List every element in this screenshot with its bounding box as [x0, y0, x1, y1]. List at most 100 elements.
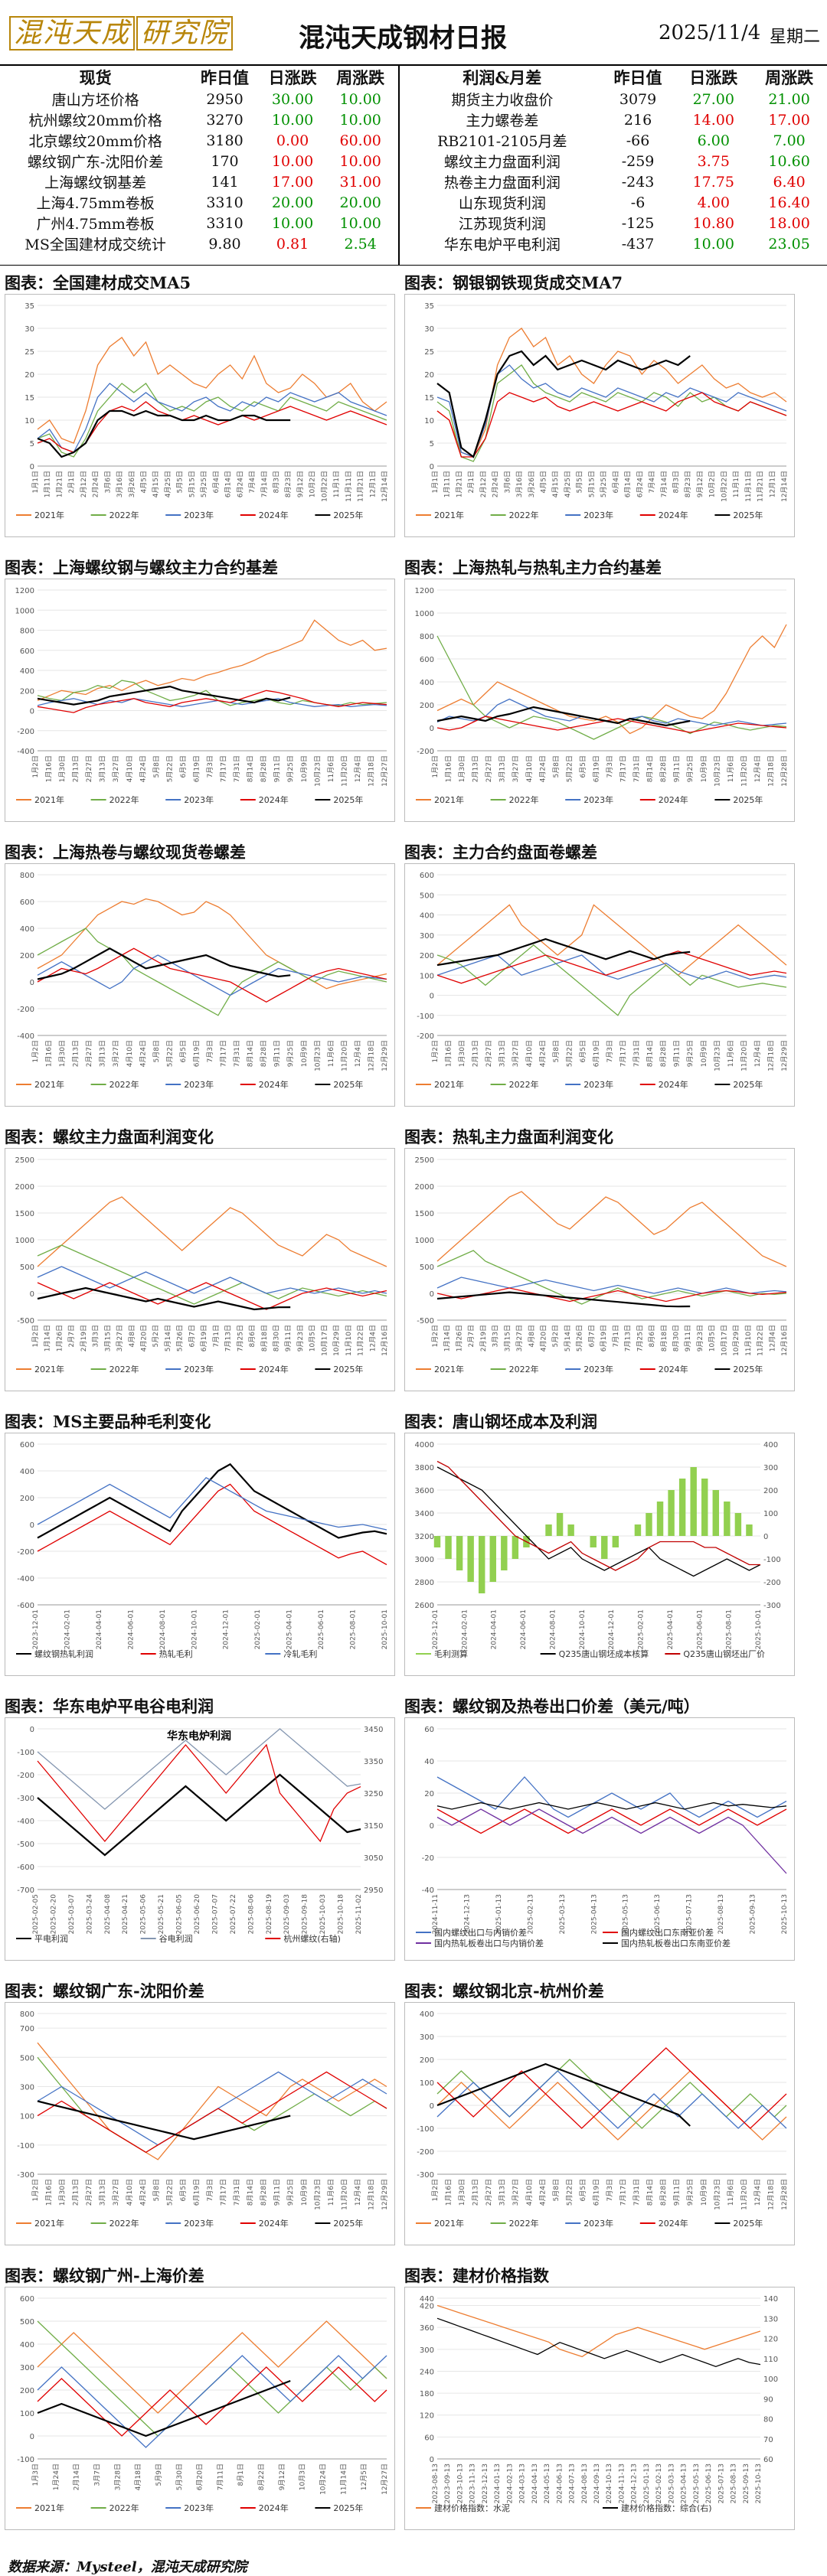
profit-cell: 主力螺卷差	[466, 112, 539, 129]
y-tick-label: 800	[20, 628, 34, 636]
chart-title: 图表：唐山钢坯成本及利润	[404, 1412, 597, 1431]
x-tick-label: 10月23日	[713, 755, 721, 787]
x-tick-label: 10月5日	[708, 1325, 717, 1352]
y-tick-label: 1000	[415, 1237, 434, 1245]
y-tick-label: -100	[417, 2125, 434, 2134]
series-line-4	[37, 947, 291, 980]
x-tick-label: 6月14日	[224, 471, 233, 497]
x-tick-label: 9月12日	[696, 471, 704, 497]
x-tick-label: 2月14日	[73, 2464, 81, 2490]
x-tick-label: 1月24日	[52, 2464, 60, 2490]
y-tick-label: -300	[417, 2171, 434, 2180]
series-line-0	[436, 328, 787, 458]
series-line-3	[436, 392, 787, 458]
y-tick-label: 200	[20, 1495, 34, 1503]
y-tick-label: 600	[20, 1441, 34, 1449]
x-tick-label: 5月8日	[152, 1040, 161, 1062]
profit-cell: 10.60	[768, 152, 810, 170]
y-tick-label: 300	[20, 2083, 34, 2092]
x-tick-label: 2025-08-13	[717, 1894, 725, 1934]
x-tick-label: 7月3日	[206, 755, 214, 778]
y-tick-label: 0	[30, 1521, 34, 1530]
x-tick-label: 2025-08-01	[726, 1609, 734, 1649]
x-tick-label: 5月8日	[552, 1040, 561, 1062]
x-tick-label: 2025-09-13	[743, 2464, 750, 2503]
x-tick-label: 3月27日	[515, 1325, 524, 1352]
x-tick-label: 8月6日	[248, 1325, 257, 1347]
y2-tick-label: 300	[763, 1464, 778, 1472]
x-tick-label: 8月28日	[260, 2179, 268, 2206]
x-tick-label: 6月19日	[592, 755, 600, 782]
bar-mark	[478, 1536, 485, 1593]
legend-label: 2022年	[509, 510, 539, 520]
x-tick-label: 2月27日	[85, 2179, 93, 2206]
x-tick-label: 10月17日	[320, 1325, 329, 1356]
bar-mark	[445, 1536, 452, 1559]
x-tick-label: 3月15日	[503, 1325, 512, 1352]
chart-title: 图表：上海热卷与螺纹现货卷螺差	[5, 843, 246, 862]
legend-label: 2024年	[659, 794, 688, 805]
x-tick-label: 2月24日	[492, 471, 500, 497]
series-line-1	[436, 1250, 787, 1305]
x-tick-label: 12月27日	[381, 755, 389, 787]
x-tick-label: 7月31日	[233, 2179, 241, 2206]
profit-cell: 21.00	[768, 90, 810, 108]
x-tick-label: 4月5日	[140, 471, 149, 493]
x-tick-label: 1月14日	[44, 1325, 52, 1352]
series-line-2	[436, 2070, 787, 2129]
x-tick-label: 6月7日	[188, 1325, 196, 1347]
x-tick-label: 2025-03-24	[86, 1894, 93, 1935]
x-tick-label: 9月25日	[286, 2179, 295, 2206]
x-tick-label: 12月18日	[767, 1040, 775, 1071]
x-tick-label: 7月14日	[260, 471, 269, 497]
series-line-0	[436, 1776, 787, 1818]
chart-title: 图表：上海热轧与热轧主力合约基差	[404, 558, 662, 577]
bar-mark	[656, 1502, 664, 1536]
chart-panel-c5: 图表：上海热卷与螺纹现货卷螺差 -400 -200 0 200 400 600 800 1月2日…	[0, 837, 398, 1113]
table-row: 期货主力收盘价 3079 27.00 21.00	[404, 89, 827, 109]
x-tick-label: 3月27日	[112, 2179, 120, 2206]
chart-frame: -700 -600 -500 -400 -300 -200 -100 0 2950 3050 315…	[5, 1717, 395, 1961]
series-line-2	[37, 383, 387, 453]
x-tick-label: 10月17日	[720, 1325, 728, 1356]
x-tick-label: 4月25日	[564, 471, 572, 497]
legend-label: 2024年	[659, 2218, 688, 2229]
x-tick-label: 2024-10-13	[606, 2464, 613, 2503]
x-tick-label: 7月13日	[624, 1325, 633, 1352]
x-tick-label: 4月10日	[126, 1040, 134, 1067]
x-tick-label: 9月25日	[686, 1040, 695, 1067]
x-tick-label: 1月16日	[45, 2179, 54, 2206]
x-tick-label: 3月27日	[112, 755, 120, 782]
chart-svg-c8: -500 0 500 1000 1500 2000 2500 1月2日 1月14日 1月26日 2月…	[415, 1156, 789, 1374]
x-tick-label: 3月13日	[498, 2179, 507, 2206]
legend-label: 2021年	[34, 2503, 64, 2513]
y-tick-label: 2500	[415, 1156, 434, 1165]
x-tick-label: 9月11日	[273, 2179, 282, 2206]
x-tick-label: 2023-10-13	[456, 2464, 464, 2503]
y-tick-label: 500	[20, 2318, 34, 2327]
series-line-3	[436, 1287, 787, 1303]
legend-label: Q235唐山钢坯成本核算	[559, 1648, 649, 1659]
chart-panel-c6: 图表：主力合约盘面卷螺差 -200 -100 0 100 200 300 400 500 600 1…	[400, 837, 798, 1113]
inner-chart-title: 华东电炉利润	[167, 1730, 231, 1743]
spot-cell: 141	[211, 173, 239, 191]
x-tick-label: 7月17日	[619, 1040, 628, 1067]
y-tick-label: -500	[17, 1317, 34, 1325]
x-tick-label: 10月5日	[309, 1325, 317, 1352]
x-tick-label: 6月5日	[179, 755, 188, 778]
x-tick-label: 2023-09-13	[444, 2464, 452, 2503]
x-tick-label: 2024-01-13	[494, 2464, 502, 2503]
x-tick-label: 8月28日	[659, 1040, 668, 1067]
x-tick-label: 12月4日	[753, 755, 762, 782]
series-line-3	[37, 2366, 387, 2437]
chart-title: 图表：螺纹钢广州-上海价差	[5, 2266, 204, 2285]
x-tick-label: 2月1日	[67, 471, 76, 493]
x-tick-label: 1月16日	[445, 755, 453, 782]
y-tick-label: 360	[420, 2324, 434, 2333]
y-tick-label: 5	[430, 440, 434, 448]
x-tick-label: 1月30日	[58, 1040, 67, 1067]
bar-mark	[556, 1513, 564, 1536]
bar-mark	[678, 1479, 686, 1536]
y-tick-label: 800	[20, 2010, 34, 2019]
